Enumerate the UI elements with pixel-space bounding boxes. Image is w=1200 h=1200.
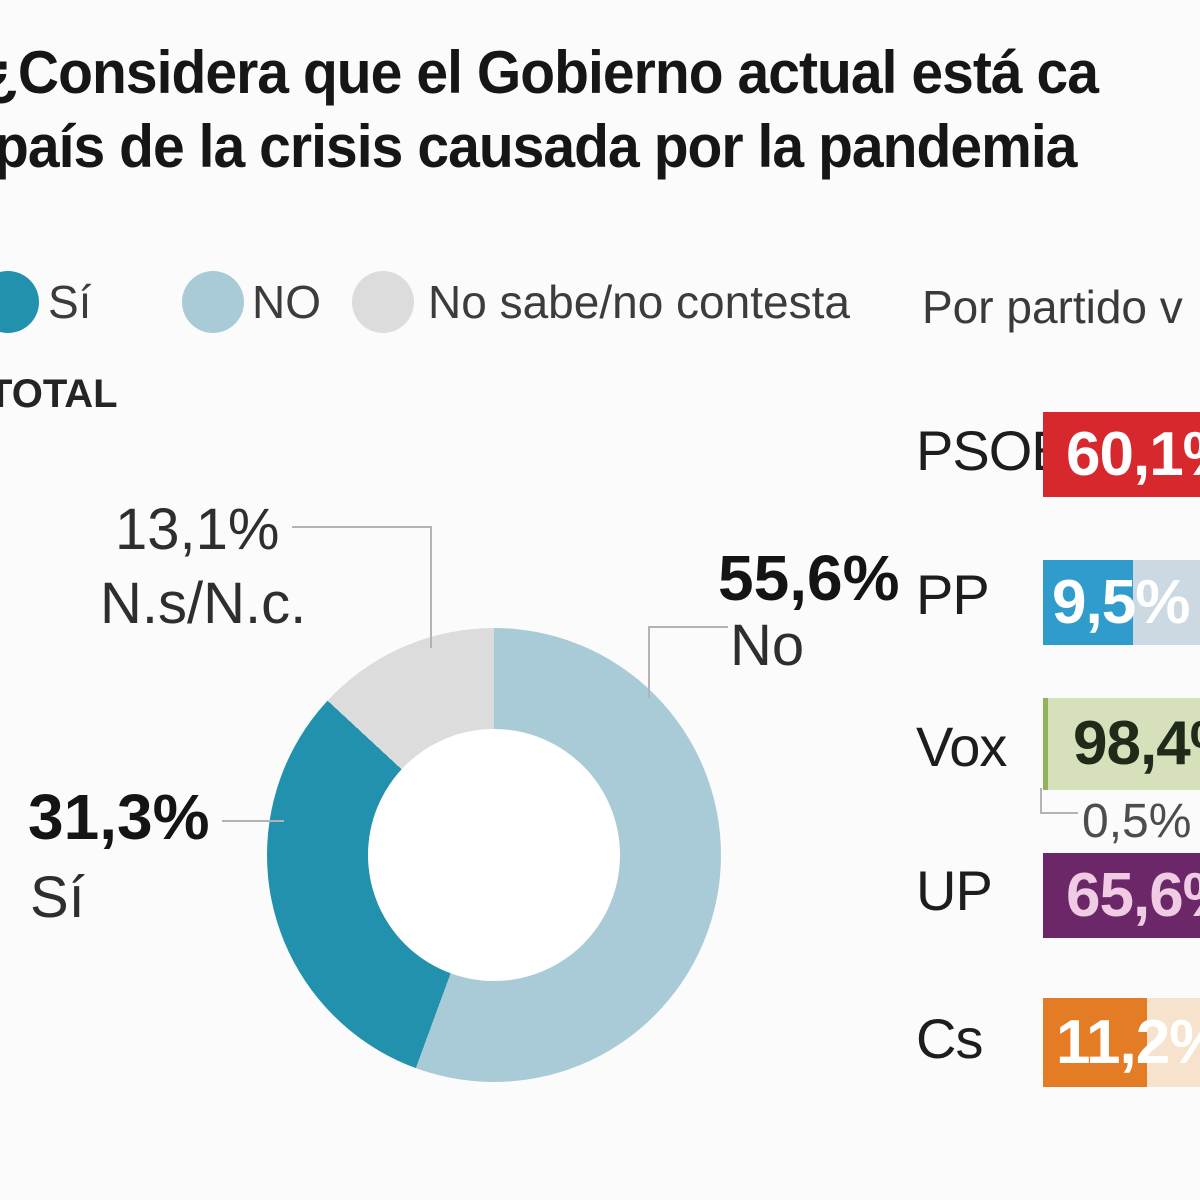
bar-vox-segment-dark [1043, 698, 1048, 790]
legend-label-no: NO [252, 276, 321, 328]
legend-dot-no [182, 271, 244, 333]
bar-psoe-segment-main [1043, 412, 1200, 497]
bar-pp-segment-light [1133, 560, 1200, 645]
bar-psoe-value: 60,1% [1066, 420, 1200, 489]
bar-vox-value: 98,4% [1073, 709, 1200, 778]
bar-vox-segment-light [1048, 698, 1200, 790]
bar-pp-segment-dark [1043, 560, 1133, 645]
bar-pp [1043, 560, 1200, 645]
by-party-heading: Por partido v [922, 281, 1183, 333]
callout-nsnc-label: N.s/N.c. [100, 571, 307, 636]
total-section-heading: TOTAL [0, 372, 118, 416]
bar-cs-segment-dark [1043, 998, 1147, 1087]
party-label-up: UP [916, 859, 993, 922]
callout-si-value: 31,3% [28, 781, 210, 853]
callout-si-label: Sí [30, 865, 85, 930]
survey-question-line2: país de la crisis causada por la pandemi… [0, 113, 1078, 180]
legend-dot-si [0, 271, 39, 333]
callout-nsnc-value: 13,1% [115, 497, 280, 562]
bar-cs-segment-light [1147, 998, 1200, 1087]
bar-psoe [1043, 412, 1200, 497]
callout-no-label: No [730, 613, 805, 678]
leader-line-no-vertical [648, 626, 650, 698]
leader-line-vox-annotation [1040, 788, 1078, 814]
donut-hole [368, 729, 620, 981]
legend-label-si: Sí [48, 276, 92, 328]
bar-vox [1043, 698, 1200, 790]
legend-dot-nsnc [352, 271, 414, 333]
bar-pp-value: 9,5% [1052, 568, 1190, 637]
bar-cs-value: 11,2% [1056, 1008, 1200, 1077]
donut-chart [267, 628, 721, 1082]
callout-no-value: 55,6% [718, 542, 900, 614]
bar-up-segment-main [1043, 853, 1200, 938]
bar-up-value: 65,6% [1066, 861, 1200, 930]
bar-cs [1043, 998, 1200, 1087]
party-label-cs: Cs [916, 1007, 983, 1070]
leader-line-no-horizontal [648, 626, 728, 628]
leader-line-si-horizontal [222, 820, 284, 822]
bar-vox-annotation: 0,5% [1082, 795, 1192, 848]
survey-question-line1: ¿Considera que el Gobierno actual está c… [0, 39, 1099, 106]
legend-label-nsnc: No sabe/no contesta [428, 276, 850, 328]
leader-line-nsnc-vertical [430, 526, 432, 648]
party-label-pp: PP [916, 563, 990, 626]
bar-up [1043, 853, 1200, 938]
party-label-vox: Vox [916, 715, 1007, 778]
leader-line-nsnc-horizontal [292, 526, 432, 528]
